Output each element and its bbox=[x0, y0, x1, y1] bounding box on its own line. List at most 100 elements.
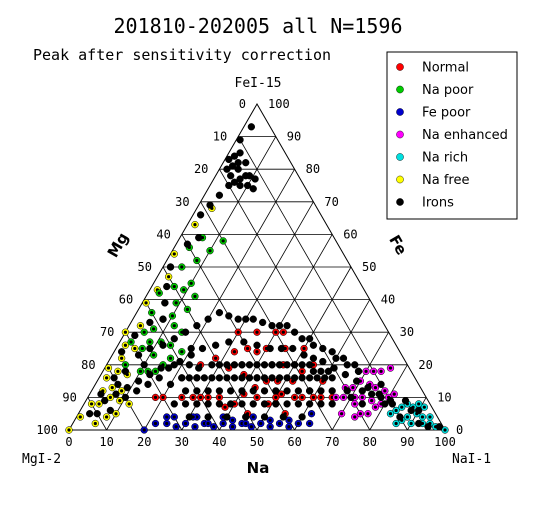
point-irons bbox=[123, 383, 131, 392]
point-core-na-free bbox=[78, 415, 82, 419]
point-irons bbox=[86, 410, 94, 418]
tick-label-mg: 30 bbox=[175, 195, 189, 209]
point-core-na-poor bbox=[221, 239, 225, 243]
point-core-na-poor bbox=[170, 314, 174, 318]
point-irons bbox=[181, 328, 190, 336]
point-irons bbox=[93, 410, 101, 418]
point-irons bbox=[236, 136, 244, 144]
legend: Normal Na poor Fe poor Na enhanced Na rich Na… bbox=[386, 51, 518, 220]
point-core-normal bbox=[300, 369, 304, 373]
point-irons bbox=[121, 393, 130, 402]
point-core-na-enhanced bbox=[360, 395, 364, 399]
point-irons bbox=[114, 380, 122, 389]
point-core-na-poor bbox=[138, 369, 143, 373]
grid-line-mg bbox=[143, 299, 220, 431]
point-core-na-free bbox=[123, 343, 127, 347]
point-core-na-enhanced bbox=[371, 369, 376, 373]
point-core-normal bbox=[319, 395, 323, 399]
point-irons bbox=[243, 181, 252, 190]
point-irons bbox=[253, 341, 261, 349]
point-irons bbox=[223, 165, 231, 173]
point-irons bbox=[140, 361, 148, 369]
point-core-na-free bbox=[120, 389, 124, 393]
point-core-na-enhanced bbox=[373, 386, 378, 390]
point-irons bbox=[249, 315, 257, 323]
point-irons bbox=[164, 364, 173, 372]
point-irons bbox=[195, 234, 203, 242]
tick-label-na: 60 bbox=[287, 435, 301, 449]
point-irons bbox=[368, 390, 376, 398]
point-irons bbox=[242, 413, 250, 421]
point-irons bbox=[364, 383, 372, 392]
point-irons bbox=[176, 357, 184, 366]
point-irons bbox=[223, 413, 231, 421]
tick-label-mg: 40 bbox=[156, 227, 170, 241]
point-irons bbox=[163, 282, 171, 291]
point-irons bbox=[215, 387, 224, 395]
point-core-na-poor bbox=[150, 311, 154, 315]
point-core-na-rich bbox=[417, 402, 421, 406]
point-core-fe-poor bbox=[244, 421, 248, 426]
point-irons bbox=[305, 361, 314, 369]
point-irons bbox=[321, 374, 329, 382]
legend-marker-normal bbox=[396, 63, 404, 71]
point-core-na-free bbox=[172, 252, 176, 256]
point-irons bbox=[319, 344, 327, 353]
point-core-na-poor bbox=[129, 340, 133, 344]
point-core-na-free bbox=[193, 223, 197, 227]
point-core-na-free bbox=[97, 402, 101, 406]
legend-label-irons: Irons bbox=[422, 196, 454, 211]
point-irons bbox=[200, 374, 209, 382]
point-core-na-enhanced bbox=[341, 395, 346, 399]
tick-label-na: 70 bbox=[325, 435, 339, 449]
point-core-na-enhanced bbox=[353, 415, 357, 419]
point-irons bbox=[234, 165, 242, 173]
tick-label-na: 90 bbox=[400, 435, 414, 449]
point-irons bbox=[272, 387, 280, 395]
point-irons bbox=[187, 344, 195, 353]
point-core-na-enhanced bbox=[370, 399, 374, 403]
point-core-fe-poor bbox=[287, 425, 291, 429]
point-irons bbox=[185, 413, 193, 421]
point-core-na-poor bbox=[152, 327, 156, 331]
point-core-normal bbox=[217, 395, 221, 399]
point-irons bbox=[435, 423, 444, 431]
tick-label-fe: 60 bbox=[343, 227, 357, 241]
point-irons bbox=[170, 335, 178, 343]
tick-label-na: 30 bbox=[175, 435, 189, 449]
grid-line-na bbox=[294, 299, 371, 431]
point-core-na-poor bbox=[208, 249, 212, 253]
point-core-na-free bbox=[105, 415, 109, 419]
point-irons bbox=[352, 377, 361, 385]
point-core-na-poor bbox=[140, 346, 144, 351]
point-core-na-poor bbox=[148, 340, 152, 344]
point-core-fe-poor bbox=[193, 425, 197, 429]
point-core-normal bbox=[180, 395, 184, 399]
point-irons bbox=[166, 263, 175, 271]
point-irons bbox=[215, 308, 224, 317]
point-irons bbox=[309, 341, 318, 349]
point-irons bbox=[215, 374, 224, 382]
point-irons bbox=[289, 344, 297, 353]
point-core-na-poor bbox=[157, 291, 161, 295]
point-core-normal bbox=[206, 395, 210, 399]
point-irons bbox=[121, 367, 130, 375]
legend-marker-na-poor bbox=[396, 85, 404, 94]
point-core-na-rich bbox=[394, 408, 398, 413]
point-irons bbox=[159, 315, 167, 323]
tick-label-na: 10 bbox=[99, 435, 113, 449]
point-core-na-enhanced bbox=[364, 369, 368, 373]
point-irons bbox=[181, 387, 190, 395]
point-core-fe-poor bbox=[268, 425, 272, 429]
tick-label-fe: 30 bbox=[400, 325, 414, 339]
point-irons bbox=[193, 322, 201, 330]
point-core-normal bbox=[274, 330, 278, 334]
point-irons bbox=[97, 390, 105, 398]
point-core-fe-poor bbox=[142, 428, 146, 432]
point-core-normal bbox=[161, 395, 165, 399]
point-irons bbox=[253, 361, 261, 369]
point-core-normal bbox=[236, 330, 240, 334]
point-core-na-poor bbox=[174, 301, 178, 305]
point-core-na-rich bbox=[388, 412, 393, 416]
point-irons bbox=[215, 361, 224, 369]
